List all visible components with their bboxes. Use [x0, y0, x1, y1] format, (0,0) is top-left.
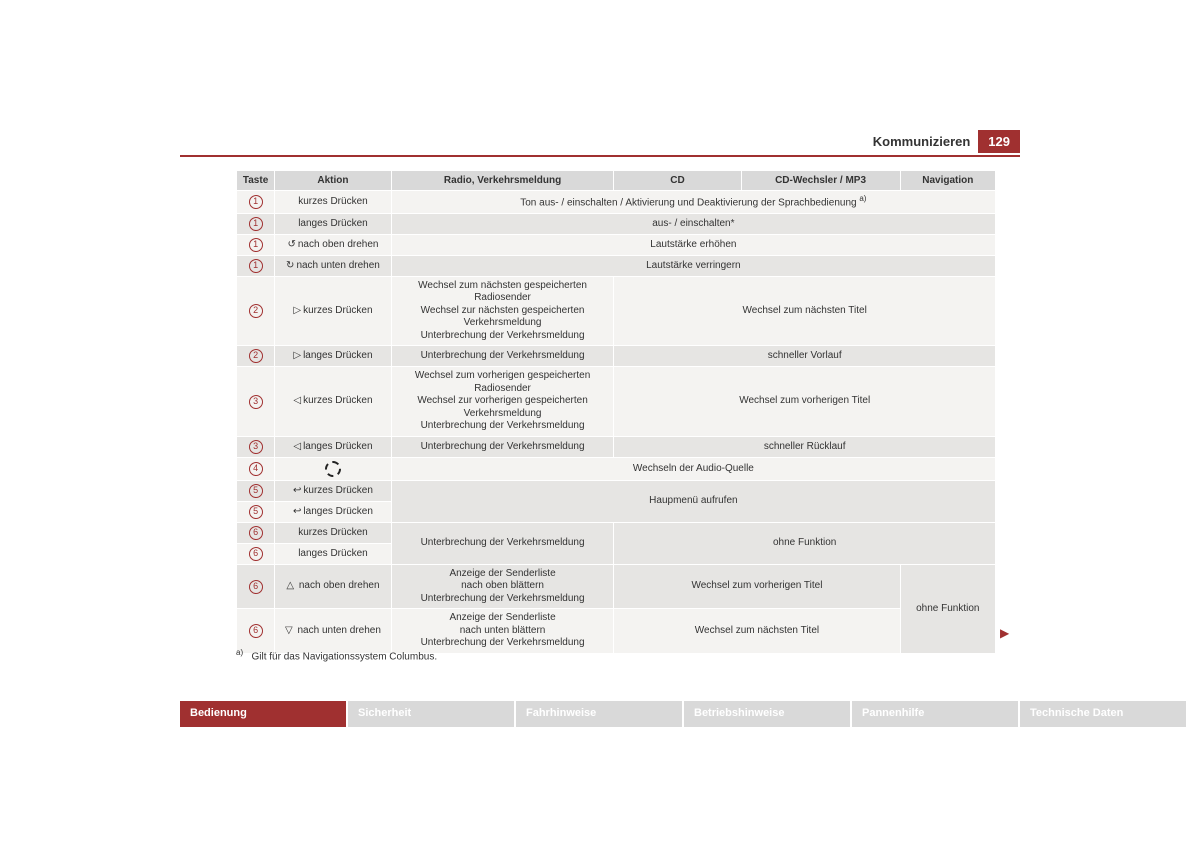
span-cell: Wechseln der Audio-Quelle	[391, 457, 995, 480]
controls-table-wrap: Taste Aktion Radio, Verkehrsmeldung CD C…	[236, 170, 996, 654]
return-icon: ↩	[293, 485, 301, 496]
aktion-cell: ▽ nach unten drehen	[275, 609, 392, 654]
aktion-cell: ↻nach unten drehen	[275, 255, 392, 276]
cds-cell: Wechsel zum nächsten Titel	[614, 609, 900, 654]
radio-cell: Unterbrechung der Verkehrsmeldung	[391, 436, 614, 457]
aktion-cell: ↩kurzes Drücken	[275, 480, 392, 501]
col-taste: Taste	[237, 171, 275, 191]
taste-badge: 1	[249, 238, 263, 252]
aktion-cell: ▷kurzes Drücken	[275, 276, 392, 346]
span-cell: Lautstärke verringern	[391, 255, 995, 276]
table-row: 3 ◁langes Drücken Unterbrechung der Verk…	[237, 436, 996, 457]
taste-badge: 6	[249, 580, 263, 594]
taste-badge: 2	[249, 349, 263, 363]
tab-fahrhinweise[interactable]: Fahrhinweise	[516, 701, 684, 727]
cds-cell: Wechsel zum vorherigen Titel	[614, 367, 996, 437]
nav-cell: ohne Funktion	[900, 564, 995, 653]
footnote-mark: a)	[236, 648, 243, 657]
back-icon: ◁	[293, 441, 301, 452]
aktion-cell: ▷langes Drücken	[275, 346, 392, 367]
controls-table: Taste Aktion Radio, Verkehrsmeldung CD C…	[236, 170, 996, 654]
taste-badge: 1	[249, 217, 263, 231]
span-cell: Ton aus- / einschalten / Aktivierung und…	[391, 191, 995, 214]
forward-icon: ▷	[293, 305, 301, 316]
footnote-text: Gilt für das Navigationssystem Columbus.	[251, 651, 437, 662]
table-header-row: Taste Aktion Radio, Verkehrsmeldung CD C…	[237, 171, 996, 191]
taste-badge: 5	[249, 484, 263, 498]
table-row: 2 ▷kurzes Drücken Wechsel zum nächsten g…	[237, 276, 996, 346]
taste-badge: 2	[249, 304, 263, 318]
tab-bedienung[interactable]: Bedienung	[180, 701, 348, 727]
taste-badge: 6	[249, 526, 263, 540]
table-row: 6 △ nach oben drehen Anzeige der Senderl…	[237, 564, 996, 609]
span-cell: Lautstärke erhöhen	[391, 234, 995, 255]
return-icon: ↩	[293, 506, 301, 517]
back-icon: ◁	[293, 395, 301, 406]
table-row: 3 ◁kurzes Drücken Wechsel zum vorherigen…	[237, 367, 996, 437]
table-row: 6 kurzes Drücken Unterbrechung der Verke…	[237, 522, 996, 543]
rotary-icon	[325, 461, 341, 477]
taste-badge: 1	[249, 195, 263, 209]
up-icon: △	[286, 580, 294, 591]
col-nav: Navigation	[900, 171, 995, 191]
cds-cell: schneller Vorlauf	[614, 346, 996, 367]
continue-arrow-icon: ▶	[1000, 626, 1009, 640]
table-row: 1 kurzes Drücken Ton aus- / einschalten …	[237, 191, 996, 214]
table-row: 1 ↺nach oben drehen Lautstärke erhöhen	[237, 234, 996, 255]
taste-badge: 3	[249, 440, 263, 454]
aktion-cell: ◁kurzes Drücken	[275, 367, 392, 437]
cds-cell: Wechsel zum nächsten Titel	[614, 276, 996, 346]
aktion-cell: langes Drücken	[275, 543, 392, 564]
col-cd: CD	[614, 171, 741, 191]
tab-betriebshinweise[interactable]: Betriebshinweise	[684, 701, 852, 727]
taste-badge: 6	[249, 547, 263, 561]
turn-down-icon: ↻	[286, 260, 294, 271]
radio-cell: Anzeige der Senderliste nach unten blätt…	[391, 609, 614, 654]
table-row: 5 ↩kurzes Drücken Haupmenü aufrufen	[237, 480, 996, 501]
down-icon: ▽	[285, 625, 293, 636]
taste-badge: 1	[249, 259, 263, 273]
radio-cell: Wechsel zum vorherigen gespeicherten Rad…	[391, 367, 614, 437]
table-row: 1 langes Drücken aus- / einschalten*	[237, 213, 996, 234]
taste-badge: 3	[249, 395, 263, 409]
radio-cell: Unterbrechung der Verkehrsmeldung	[391, 346, 614, 367]
radio-cell: Anzeige der Senderliste nach oben blätte…	[391, 564, 614, 609]
radio-cell: Unterbrechung der Verkehrsmeldung	[391, 522, 614, 564]
aktion-cell: ↺nach oben drehen	[275, 234, 392, 255]
radio-cell: Wechsel zum nächsten gespeicherten Radio…	[391, 276, 614, 346]
col-radio: Radio, Verkehrsmeldung	[391, 171, 614, 191]
aktion-cell: langes Drücken	[275, 213, 392, 234]
cds-cell: Wechsel zum vorherigen Titel	[614, 564, 900, 609]
taste-badge: 6	[249, 624, 263, 638]
table-row: 6 ▽ nach unten drehen Anzeige der Sender…	[237, 609, 996, 654]
footnote: a) Gilt für das Navigationssystem Columb…	[236, 648, 437, 662]
cds-cell: ohne Funktion	[614, 522, 996, 564]
span-cell: aus- / einschalten*	[391, 213, 995, 234]
col-aktion: Aktion	[275, 171, 392, 191]
taste-badge: 5	[249, 505, 263, 519]
table-row: 1 ↻nach unten drehen Lautstärke verringe…	[237, 255, 996, 276]
page-number-badge: 129	[978, 130, 1020, 153]
bottom-tabs: Bedienung Sicherheit Fahrhinweise Betrie…	[180, 701, 1188, 727]
forward-icon: ▷	[293, 350, 301, 361]
aktion-cell	[275, 457, 392, 480]
aktion-cell: ↩langes Drücken	[275, 501, 392, 522]
table-row: 2 ▷langes Drücken Unterbrechung der Verk…	[237, 346, 996, 367]
span-cell: Haupmenü aufrufen	[391, 480, 995, 522]
turn-up-icon: ↺	[287, 239, 295, 250]
table-row: 4 Wechseln der Audio-Quelle	[237, 457, 996, 480]
aktion-cell: △ nach oben drehen	[275, 564, 392, 609]
aktion-cell: kurzes Drücken	[275, 191, 392, 214]
page-header: Kommunizieren 129	[180, 130, 1020, 157]
cds-cell: schneller Rücklauf	[614, 436, 996, 457]
taste-badge: 4	[249, 462, 263, 476]
tab-sicherheit[interactable]: Sicherheit	[348, 701, 516, 727]
aktion-cell: kurzes Drücken	[275, 522, 392, 543]
section-title: Kommunizieren	[873, 134, 971, 149]
tab-pannenhilfe[interactable]: Pannenhilfe	[852, 701, 1020, 727]
tab-technische-daten[interactable]: Technische Daten	[1020, 701, 1188, 727]
aktion-cell: ◁langes Drücken	[275, 436, 392, 457]
col-wechsler: CD-Wechsler / MP3	[741, 171, 900, 191]
